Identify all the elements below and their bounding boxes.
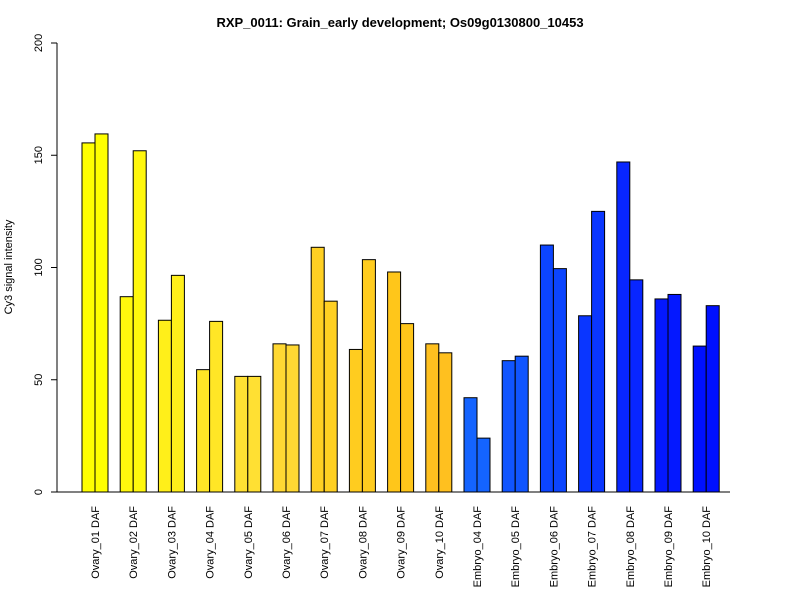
- y-axis-label: Cy3 signal intensity: [3, 219, 15, 314]
- bar: [272, 343, 287, 493]
- bar: [539, 244, 554, 493]
- bar: [285, 344, 300, 493]
- x-tick-label: Ovary_05 DAF: [243, 506, 255, 579]
- bar: [209, 320, 224, 493]
- bar: [361, 259, 376, 493]
- x-tick-label: Embryo_05 DAF: [510, 506, 522, 588]
- x-tick-label: Ovary_01 DAF: [90, 506, 102, 579]
- bar: [629, 279, 644, 493]
- bar: [463, 397, 478, 493]
- bars-group: [81, 133, 720, 493]
- bar: [591, 210, 606, 493]
- bar: [310, 246, 325, 493]
- bar: [81, 142, 96, 493]
- category-labels: Ovary_01 DAF Ovary_02 DAF Ovary_03 DAF Ovar…: [90, 506, 713, 588]
- bar: [234, 375, 249, 493]
- bar: [705, 305, 720, 493]
- y-tick-label: 0: [33, 489, 45, 495]
- bar: [578, 315, 593, 493]
- y-tick-label: 150: [33, 146, 45, 164]
- x-tick-label: Embryo_07 DAF: [587, 506, 599, 588]
- chart-title: RXP_0011: Grain_early development; Os09g…: [216, 15, 583, 30]
- x-tick-label: Embryo_10 DAF: [701, 506, 713, 588]
- x-tick-label: Ovary_10 DAF: [434, 506, 446, 579]
- bar: [501, 360, 516, 493]
- bar: [654, 298, 669, 493]
- bar: [438, 352, 453, 493]
- y-tick-label: 200: [33, 34, 45, 52]
- bar: [323, 300, 338, 493]
- bar: [616, 161, 631, 493]
- bar: [170, 274, 185, 493]
- x-tick-label: Ovary_03 DAF: [166, 506, 178, 579]
- bar: [157, 319, 172, 493]
- x-tick-label: Ovary_07 DAF: [319, 506, 331, 579]
- bar: [425, 343, 440, 493]
- x-tick-label: Ovary_08 DAF: [357, 506, 369, 579]
- x-tick-label: Ovary_04 DAF: [205, 506, 217, 579]
- x-tick-label: Ovary_09 DAF: [396, 506, 408, 579]
- y-tick-label: 100: [33, 258, 45, 276]
- bar: [132, 150, 147, 493]
- y-axis: 0 50 100 150 200: [33, 34, 58, 495]
- x-tick-label: Ovary_02 DAF: [128, 506, 140, 579]
- bar: [400, 323, 415, 493]
- x-tick-label: Embryo_04 DAF: [472, 506, 484, 588]
- x-tick-label: Embryo_09 DAF: [663, 506, 675, 588]
- bar: [348, 348, 363, 493]
- bar: [514, 355, 529, 493]
- bar: [119, 296, 134, 493]
- bar: [667, 293, 682, 493]
- bar: [552, 268, 567, 493]
- bar: [247, 375, 262, 493]
- x-tick-label: Embryo_06 DAF: [548, 506, 560, 588]
- y-tick-label: 50: [33, 374, 45, 386]
- bar: [692, 345, 707, 493]
- bar: [196, 369, 211, 493]
- bar: [387, 271, 402, 493]
- bar: [94, 133, 109, 493]
- x-tick-label: Embryo_08 DAF: [625, 506, 637, 588]
- x-tick-label: Ovary_06 DAF: [281, 506, 293, 579]
- bar: [476, 437, 491, 493]
